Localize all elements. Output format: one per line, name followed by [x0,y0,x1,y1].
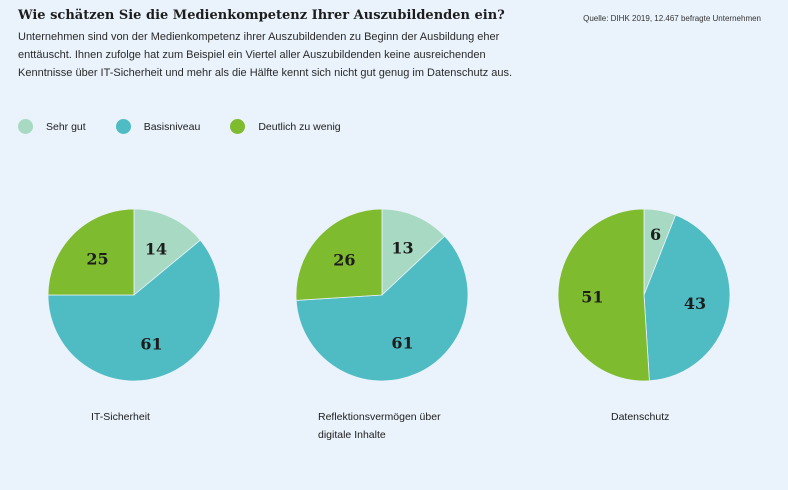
pie-1-value-basisniveau: 61 [391,333,413,352]
pie-label-reflektionsvermoegen: Reflektionsvermögen über digitale Inhalt… [318,411,441,441]
legend-swatch-deutlich [230,119,246,134]
legend-label-basisniveau: Basisniveau [143,120,201,133]
pie-2-value-deutlich: 51 [581,288,603,307]
chart-subtitle: Unternehmen sind von der Medienkompetenz… [18,31,513,79]
legend: Sehr gut Basisniveau Deutlich zu wenig [18,119,371,134]
pie-0-value-deutlich: 25 [86,250,108,269]
pie-0-slice-deutlich [47,208,135,296]
pie-0-value-basisniveau: 61 [140,335,162,354]
legend-swatch-sehr-gut [18,119,33,134]
pie-1-value-sehr-gut: 13 [391,239,413,258]
pie-0-value-sehr-gut: 14 [145,239,167,258]
legend-swatch-basisniveau [115,119,131,134]
pie-1-slice-basisniveau [295,235,469,382]
chart-title: Wie schätzen Sie die Medienkompetenz Ihr… [18,8,505,23]
pie-0-slice-sehr-gut [133,208,201,296]
pie-2-value-basisniveau: 43 [684,294,706,313]
pie-1-slice-deutlich [295,208,383,301]
legend-label-sehr-gut: Sehr gut [46,120,86,133]
legend-item-basisniveau: Basisniveau [115,119,201,134]
legend-item-deutlich: Deutlich zu wenig [230,119,341,134]
legend-item-sehr-gut: Sehr gut [18,119,86,134]
pie-2-slice-basisniveau [643,214,731,382]
source-note: Quelle: DIHK 2019, 12.467 befragte Unter… [583,14,761,23]
legend-label-deutlich: Deutlich zu wenig [258,120,341,133]
pie-1-value-deutlich: 26 [333,251,355,270]
pie-2-slice-deutlich [557,208,650,382]
pie-0-slice-basisniveau [47,239,221,382]
pie-1-slice-sehr-gut [381,208,446,296]
pie-label-datenschutz: Datenschutz [611,411,670,423]
pie-2-value-sehr-gut: 6 [650,225,661,244]
pie-label-it-sicherheit: IT-Sicherheit [91,411,150,423]
